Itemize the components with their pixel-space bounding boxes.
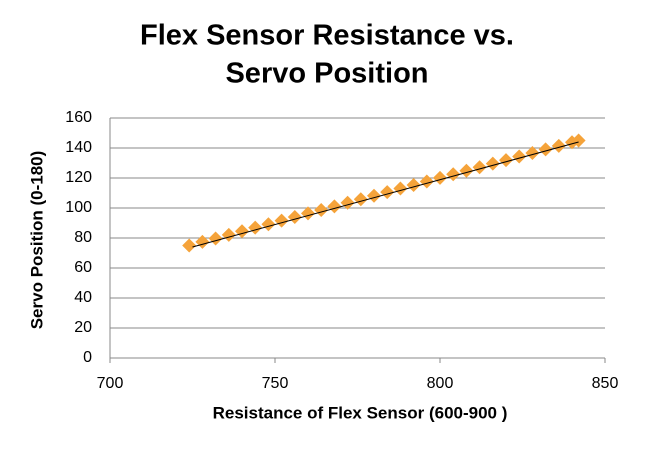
y-tick-label: 80 xyxy=(74,229,92,246)
scatter-point xyxy=(499,153,513,168)
x-tick-label: 850 xyxy=(592,375,619,392)
scatter-point xyxy=(525,145,540,160)
x-tick-label: 700 xyxy=(97,375,124,392)
y-tick-label: 40 xyxy=(74,289,92,306)
y-tick-label: 20 xyxy=(74,319,92,336)
scatter-point xyxy=(353,192,368,207)
scatter-point xyxy=(182,238,197,253)
y-tick-label: 160 xyxy=(65,109,92,126)
scatter-point xyxy=(380,185,395,200)
scatter-point xyxy=(433,170,447,185)
x-tick-label: 800 xyxy=(427,375,454,392)
chart-title: Servo Position xyxy=(225,58,428,90)
y-axis-label: Servo Position (0-180) xyxy=(27,151,46,330)
x-axis-label: Resistance of Flex Sensor (600-900 ) xyxy=(213,403,508,422)
y-tick-label: 0 xyxy=(83,349,92,366)
scatter-point xyxy=(571,133,586,148)
trendline xyxy=(192,141,579,248)
y-tick-label: 100 xyxy=(65,199,92,216)
scatter-point xyxy=(551,138,566,153)
x-tick-label: 750 xyxy=(262,375,289,392)
scatter-point xyxy=(367,188,381,203)
scatter-point xyxy=(472,160,487,175)
scatter-point xyxy=(485,156,500,171)
y-tick-label: 60 xyxy=(74,259,92,276)
scatter-point xyxy=(406,178,421,193)
scatter-point xyxy=(459,163,474,178)
scatter-point xyxy=(419,174,434,189)
y-tick-label: 140 xyxy=(65,139,92,156)
scatter-point xyxy=(512,149,527,164)
scatter-point xyxy=(446,167,461,182)
scatter-point xyxy=(538,142,553,157)
chart-title: Flex Sensor Resistance vs. xyxy=(140,20,514,52)
scatter-point xyxy=(393,181,408,196)
y-tick-label: 120 xyxy=(65,169,92,186)
